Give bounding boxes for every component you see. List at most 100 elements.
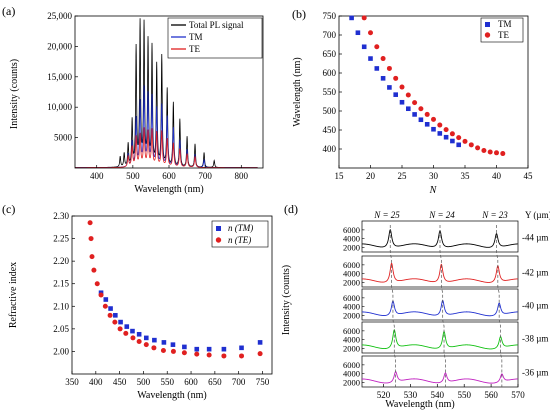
panel-c-xlabel: Wavelength (nm) [137, 390, 206, 401]
mode-guide-line [389, 225, 396, 387]
panel-d: (d) N = 25 N = 24 N = 23 Y (µm) 20004000… [281, 202, 550, 410]
point-b-te [412, 100, 418, 106]
point-c-tm [118, 319, 123, 325]
panel-d-xtick-label: 520 [377, 390, 391, 400]
point-b-tm [431, 126, 436, 132]
point-c-tm [206, 346, 212, 352]
panel-c-ytick-label: 2.15 [53, 279, 69, 289]
panel-b-ytick-label: 750 [323, 11, 337, 21]
point-c-te [206, 352, 212, 358]
point-b-tm [361, 44, 367, 50]
panel-a-ytick-label: 20,000 [47, 41, 72, 51]
panel-d-xtick-label: 550 [457, 390, 471, 400]
panel-c-ytick-label: 2.05 [53, 324, 69, 334]
panel-d-xlabel: Wavelength (nm) [385, 399, 454, 410]
point-b-te [361, 15, 367, 21]
trace-d-2 [362, 299, 518, 317]
panel-b-ytick-label: 400 [323, 144, 337, 154]
point-c-tm [130, 328, 135, 334]
panel-d-label: (d) [284, 202, 298, 216]
point-b-tm [443, 134, 449, 140]
trace-d-label: -36 µm [522, 368, 548, 378]
point-c-tm [221, 346, 227, 352]
panel-a-label: (a) [2, 4, 15, 18]
point-c-te [160, 348, 166, 354]
point-b-tm [355, 30, 361, 36]
panel-d-ytick-label: 2000 [343, 378, 360, 388]
point-c-tm [239, 345, 244, 351]
point-b-te [494, 150, 499, 156]
panel-c-ytick-label: 2.25 [53, 234, 69, 244]
point-c-te [221, 353, 227, 359]
point-b-tm [393, 92, 398, 97]
y-header: Y (µm) [525, 210, 550, 220]
panel-c-label: (c) [2, 202, 15, 216]
panel-b-ytick-label: 700 [323, 30, 337, 40]
point-c-te [117, 326, 123, 332]
panel-d-ytick-label: 4000 [343, 335, 360, 345]
legend-b-te: TE [498, 30, 509, 40]
panel-d-ylabel: Intensity (counts) [281, 265, 292, 335]
point-b-te [449, 131, 455, 137]
point-b-te [399, 84, 405, 90]
panel-c-ytick-label: 2.30 [53, 211, 69, 221]
mode-label-n25: N = 25 [373, 210, 400, 220]
point-b-te [374, 44, 380, 50]
mode-guide-line [439, 225, 446, 387]
legend-a-te: TE [189, 44, 200, 54]
point-b-te [405, 92, 411, 98]
panel-d-ytick-label: 4000 [343, 234, 360, 244]
trace-d-label: -42 µm [522, 268, 548, 278]
panel-c-xtick-label: 750 [256, 377, 270, 387]
panel-c-xtick-label: 700 [232, 377, 246, 387]
point-c-te [181, 350, 187, 356]
panel-d-xtick-label: 540 [431, 390, 445, 400]
point-b-te [431, 116, 436, 122]
panel-c-frame [71, 215, 273, 375]
panel-a-ytick-label: 5000 [54, 133, 73, 143]
point-b-te [380, 56, 386, 62]
panel-d-subplot-frame [361, 255, 519, 288]
point-c-tm [257, 340, 263, 345]
panel-a-ylabel: Intensity (counts) [9, 59, 20, 129]
panel-c-ytick-label: 2.00 [53, 346, 69, 356]
panel-b-ytick-label: 550 [323, 87, 337, 97]
point-c-te [239, 353, 245, 359]
point-b-te [443, 127, 449, 133]
series-a-te [75, 127, 258, 169]
legend-b-tm-marker [485, 22, 490, 27]
panel-a-xtick-label: 400 [90, 171, 104, 181]
trace-d-label: -38 µm [522, 334, 548, 344]
point-c-te [107, 312, 113, 318]
legend-c-tm-marker [216, 226, 221, 231]
panel-c-legend: n (TM) n (TE) [211, 220, 269, 248]
point-b-te [462, 138, 468, 144]
point-c-te [130, 335, 136, 341]
point-b-tm [418, 117, 424, 123]
panel-c-xtick-label: 650 [208, 377, 222, 387]
panel-c-xtick-label: 350 [65, 377, 79, 387]
panel-d-subplot-frame [361, 321, 519, 354]
trace-d-4 [362, 370, 518, 384]
panel-b-ytick-label: 650 [323, 49, 337, 59]
mode-label-n24: N = 24 [428, 210, 455, 220]
panel-d-ytick-label: 6000 [343, 260, 360, 270]
panel-c-xtick-label: 500 [137, 377, 151, 387]
panel-d-ytick-label: 2000 [343, 278, 360, 288]
point-c-te [123, 330, 129, 336]
panel-b-xlabel: N [429, 185, 438, 196]
point-b-tm [374, 66, 380, 71]
panel-c-xtick-label: 400 [89, 377, 103, 387]
panel-b-xtick-label: 20 [366, 171, 376, 181]
point-c-te [98, 292, 104, 298]
panel-d-ytick-label: 2000 [343, 243, 360, 253]
trace-d-label: -40 µm [522, 301, 548, 311]
point-b-tm [387, 85, 392, 90]
point-c-tm [108, 306, 113, 311]
legend-b-tm: TM [498, 19, 512, 29]
panel-d-ytick-label: 6000 [343, 225, 360, 235]
panel-c: (c) 350 400 450 500 550 600 650 700 750 2.00 2.05… [2, 202, 273, 401]
legend-c-tm: n (TM) [228, 223, 253, 233]
point-b-tm [437, 131, 443, 136]
